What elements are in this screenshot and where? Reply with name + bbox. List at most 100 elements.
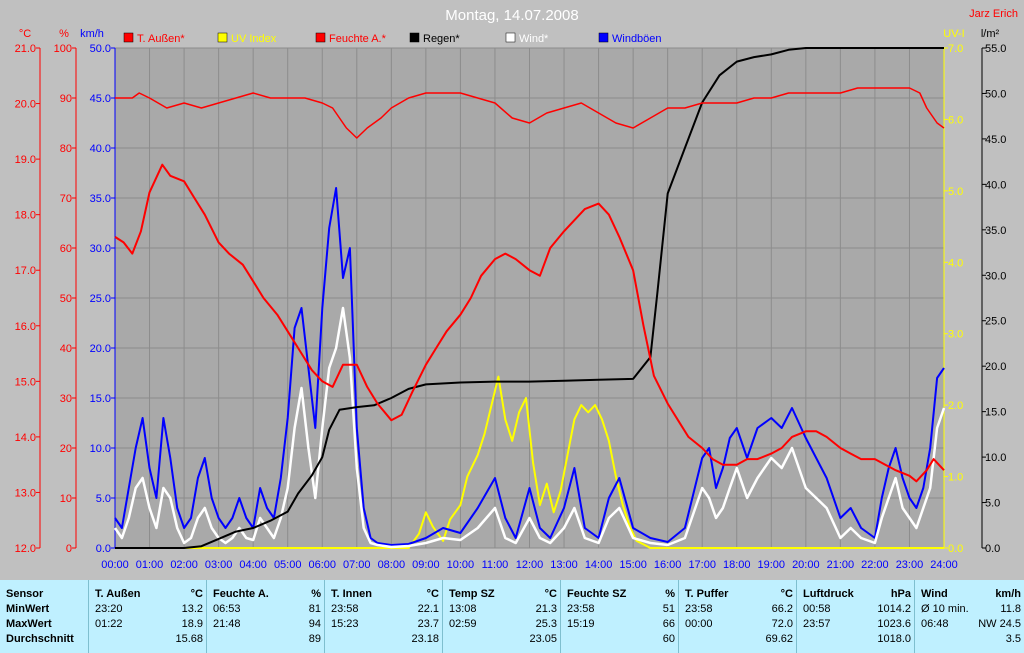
rain-tick-label: 50.0 (985, 88, 1006, 100)
wind-tick-label: 5.0 (96, 493, 111, 505)
hum-tick-label: 50 (60, 293, 72, 305)
author-label: Jarz Erich (969, 8, 1018, 20)
legend-label: Windböen (612, 33, 662, 45)
x-tick-label: 23:00 (896, 559, 924, 571)
stats-avg-value: 60 (662, 633, 675, 645)
wind-tick-label: 30.0 (90, 243, 111, 255)
x-tick-label: 14:00 (585, 559, 613, 571)
stats-label-column: Sensor MinWert MaxWert Durchschnitt (0, 580, 88, 653)
row-label-min: MinWert (6, 603, 50, 615)
axes: 12.0 13.0 14.0 15.0 16.0 17.0 18.0 19.0 20.0 21.0… (15, 43, 1007, 571)
sensor-label: Sensor (6, 588, 44, 600)
legend-swatch (123, 32, 134, 43)
stats-max-time: 21:48 (213, 618, 241, 630)
rain-tick-label: 0.0 (985, 543, 1000, 555)
legend-label: Wind* (519, 33, 549, 45)
stats-col-unit: % (665, 588, 675, 600)
uv-tick-label: 4.0 (948, 257, 963, 269)
stats-min-value: 13.2 (181, 603, 203, 615)
x-tick-label: 17:00 (688, 559, 716, 571)
stats-col-name: T. Innen (331, 588, 372, 600)
x-tick-label: 15:00 (619, 559, 647, 571)
uv-tick-label: 5.0 (948, 186, 963, 198)
temp-tick-label: 12.0 (15, 543, 36, 555)
legend-swatch (598, 32, 609, 43)
hum-tick-label: 40 (60, 343, 72, 355)
series-wind (113, 306, 946, 549)
stats-column: T. Außen °C 23:20 13.2 01:22 18.9 15.68 (88, 580, 207, 653)
stats-col-name: Temp SZ (449, 588, 495, 600)
x-tick-label: 05:00 (274, 559, 302, 571)
stats-max-time: 15:23 (331, 618, 359, 630)
stats-min-value: 81 (308, 603, 321, 615)
stats-column: T. Puffer °C 23:58 66.2 00:00 72.0 69.62 (678, 580, 797, 653)
temp-tick-label: 13.0 (15, 487, 36, 499)
uv-tick-label: 1.0 (948, 472, 963, 484)
x-tick-label: 22:00 (861, 559, 889, 571)
rain-tick-label: 10.0 (985, 452, 1006, 464)
stats-column: Temp SZ °C 13:08 21.3 02:59 25.3 23.05 (442, 580, 561, 653)
legend: T. Außen* UV Index Feuchte A.* Regen* Wind* W… (123, 32, 662, 45)
stats-col-unit: °C (780, 588, 793, 600)
stats-avg-value: 23.18 (411, 633, 439, 645)
x-tick-label: 20:00 (792, 559, 820, 571)
series-windben (114, 187, 945, 546)
stats-max-value: 23.7 (417, 618, 439, 630)
stats-col-unit: °C (190, 588, 203, 600)
uv-tick-label: 7.0 (948, 43, 963, 55)
x-tick-label: 06:00 (308, 559, 336, 571)
stats-col-name: T. Puffer (685, 588, 729, 600)
stats-min-time: 23:58 (685, 603, 713, 615)
wind-tick-label: 0.0 (96, 543, 111, 555)
stats-min-value: 1014.2 (877, 603, 911, 615)
stats-avg-value: 3.5 (1005, 633, 1021, 645)
rain-tick-label: 45.0 (985, 134, 1006, 146)
row-label-avg: Durchschnitt (6, 633, 74, 645)
stats-column: Feuchte A.% 06:53 81 21:48 94 89 (206, 580, 325, 653)
stats-max-value: 72.0 (771, 618, 793, 630)
stats-col-unit: hPa (890, 588, 911, 600)
stats-column: T. Innen °C 23:58 22.1 15:23 23.7 23.18 (324, 580, 443, 653)
stats-max-value: 94 (308, 618, 321, 630)
series-feuchtea (115, 87, 945, 139)
hum-tick-label: 90 (60, 93, 72, 105)
hum-tick-label: 20 (60, 443, 72, 455)
wind-tick-label: 20.0 (90, 343, 111, 355)
x-tick-label: 19:00 (758, 559, 786, 571)
stats-max-time: 00:00 (685, 618, 713, 630)
stats-min-value: 21.3 (535, 603, 557, 615)
stats-max-value: 25.3 (535, 618, 557, 630)
legend-swatch (505, 32, 516, 43)
wind-tick-label: 35.0 (90, 193, 111, 205)
series-layer (113, 47, 946, 549)
stats-min-time: 23:58 (331, 603, 359, 615)
hum-tick-label: 60 (60, 243, 72, 255)
temp-tick-label: 18.0 (15, 210, 36, 222)
x-tick-label: 09:00 (412, 559, 440, 571)
x-tick-label: 08:00 (378, 559, 406, 571)
temp-tick-label: 15.0 (15, 376, 36, 388)
stats-col-name: Wind (921, 588, 948, 600)
stats-column: Luftdruck hPa 00:58 1014.2 23:57 1023.6 1018.0 (796, 580, 915, 653)
wind-tick-label: 50.0 (90, 43, 111, 55)
stats-min-value: 66.2 (771, 603, 793, 615)
stats-col-name: Feuchte A. (213, 588, 269, 600)
stats-min-time: Ø 10 min. (921, 603, 969, 615)
stats-min-time: 00:58 (803, 603, 831, 615)
stats-avg-value: 89 (308, 633, 321, 645)
stats-avg-value: 69.62 (765, 633, 793, 645)
wind-tick-label: 25.0 (90, 293, 111, 305)
wind-tick-label: 45.0 (90, 93, 111, 105)
hum-tick-label: 80 (60, 143, 72, 155)
stats-panel: Sensor MinWert MaxWert Durchschnitt T. A… (0, 580, 1024, 653)
stats-max-time: 23:57 (803, 618, 831, 630)
x-tick-label: 21:00 (827, 559, 855, 571)
x-tick-label: 01:00 (136, 559, 164, 571)
temp-tick-label: 17.0 (15, 265, 36, 277)
rain-tick-label: 20.0 (985, 361, 1006, 373)
temp-tick-label: 16.0 (15, 321, 36, 333)
stats-min-value: 51 (662, 603, 675, 615)
legend-label: Regen* (423, 33, 460, 45)
x-tick-label: 11:00 (482, 559, 509, 571)
uv-tick-label: 3.0 (948, 329, 963, 341)
